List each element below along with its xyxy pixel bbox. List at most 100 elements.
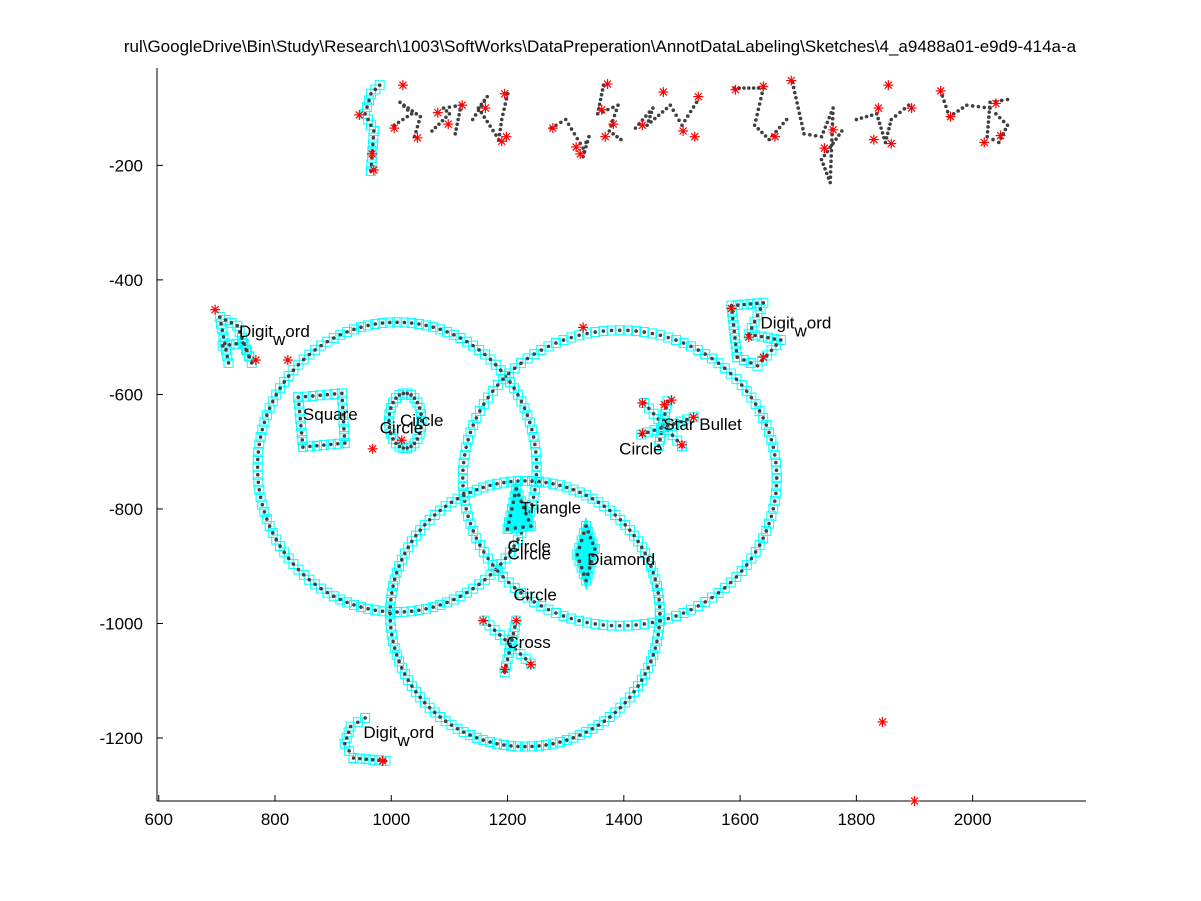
stroke-point (769, 514, 774, 519)
stroke-point (482, 98, 487, 103)
stroke-point (255, 457, 260, 462)
stroke-point (882, 135, 886, 140)
highlight-marker (457, 473, 468, 484)
stroke-point (531, 435, 536, 439)
stroke-point (585, 331, 589, 336)
shape-label: Digitword (363, 723, 434, 750)
x-tick-label: 1000 (372, 810, 410, 829)
stroke-point (401, 391, 406, 396)
stroke-point (267, 524, 272, 528)
highlight-marker (764, 427, 775, 438)
stroke-point (499, 122, 503, 127)
stroke-point (665, 424, 670, 428)
stroke-point (584, 730, 589, 734)
stroke-point (592, 547, 597, 551)
stroke-point (703, 352, 708, 356)
corner-marker (525, 659, 536, 670)
stroke-point (831, 141, 835, 146)
highlight-marker (252, 454, 263, 465)
shape-label: Cross (506, 633, 550, 652)
stroke-point (601, 623, 606, 627)
stroke-point (960, 106, 965, 110)
shape-label: Triangle (520, 499, 581, 518)
corner-marker (883, 80, 894, 91)
shape-label: Circle (508, 544, 551, 563)
stroke-point (774, 491, 778, 496)
stroke-point (751, 86, 756, 90)
highlight-marker (332, 438, 343, 449)
stroke-point (461, 468, 465, 473)
stroke-point (364, 757, 369, 761)
highlight-marker (217, 340, 228, 351)
corner-marker (600, 131, 611, 142)
stroke-point (296, 395, 301, 400)
stroke-point (668, 103, 673, 108)
stroke-point (608, 715, 612, 719)
stroke-point (519, 499, 523, 504)
stroke-point (577, 333, 581, 338)
stroke-point (409, 112, 414, 116)
stroke-point (593, 622, 598, 626)
highlight-marker (770, 488, 781, 499)
highlight-marker (253, 477, 264, 488)
stroke-point (639, 678, 644, 682)
stroke-point (530, 479, 534, 483)
highlight-marker (587, 538, 598, 549)
stroke-point (569, 616, 574, 621)
stroke-point (757, 409, 762, 413)
stroke-point (477, 582, 481, 587)
highlight-marker (636, 675, 647, 686)
stroke-point (342, 441, 347, 445)
stroke-point (575, 136, 580, 141)
stroke-point (366, 607, 370, 611)
stroke-point (397, 393, 402, 397)
highlight-marker (550, 338, 561, 349)
highlight-marker (465, 518, 476, 529)
highlight-marker (526, 499, 537, 510)
stroke-point (437, 122, 441, 126)
stroke-point (986, 120, 991, 124)
stroke-point (808, 133, 812, 137)
stroke-point (640, 118, 645, 122)
highlight-marker (232, 320, 243, 331)
highlight-marker (391, 649, 402, 660)
stroke-point (997, 115, 1002, 120)
stroke-point (405, 114, 410, 119)
stroke-point (688, 109, 693, 114)
stroke-point (578, 490, 582, 495)
highlight-marker (598, 619, 609, 630)
stroke-point (792, 90, 797, 95)
stroke-point (577, 545, 582, 550)
stroke-point (755, 112, 759, 117)
highlight-marker (234, 326, 245, 337)
stroke-point (628, 528, 632, 532)
highlight-marker (650, 643, 661, 654)
highlight-marker (458, 465, 469, 476)
highlight-marker (490, 359, 501, 370)
stroke-point (453, 132, 458, 136)
stroke-point (313, 348, 317, 352)
diamond-stroke (572, 521, 600, 586)
stroke-point (744, 389, 749, 393)
highlight-marker (561, 735, 572, 746)
stroke-point (331, 336, 336, 340)
stroke-point (257, 442, 262, 447)
highlight-marker (259, 417, 270, 428)
stroke-point (443, 504, 448, 509)
stroke-point (653, 577, 658, 582)
stroke-point (749, 326, 754, 330)
stroke-point (537, 744, 541, 748)
stroke-point (483, 577, 487, 582)
stroke-point (447, 105, 452, 109)
stroke-point (278, 544, 282, 548)
highlight-marker (771, 465, 782, 476)
square-stroke (293, 388, 350, 453)
stroke-point (391, 639, 395, 644)
corner-marker (210, 304, 221, 315)
stroke-point (795, 101, 799, 105)
stroke-point (422, 700, 427, 705)
stroke-point (260, 502, 265, 507)
stroke-point (255, 465, 260, 469)
stroke-point (1003, 127, 1008, 132)
highlight-marker (598, 326, 609, 337)
